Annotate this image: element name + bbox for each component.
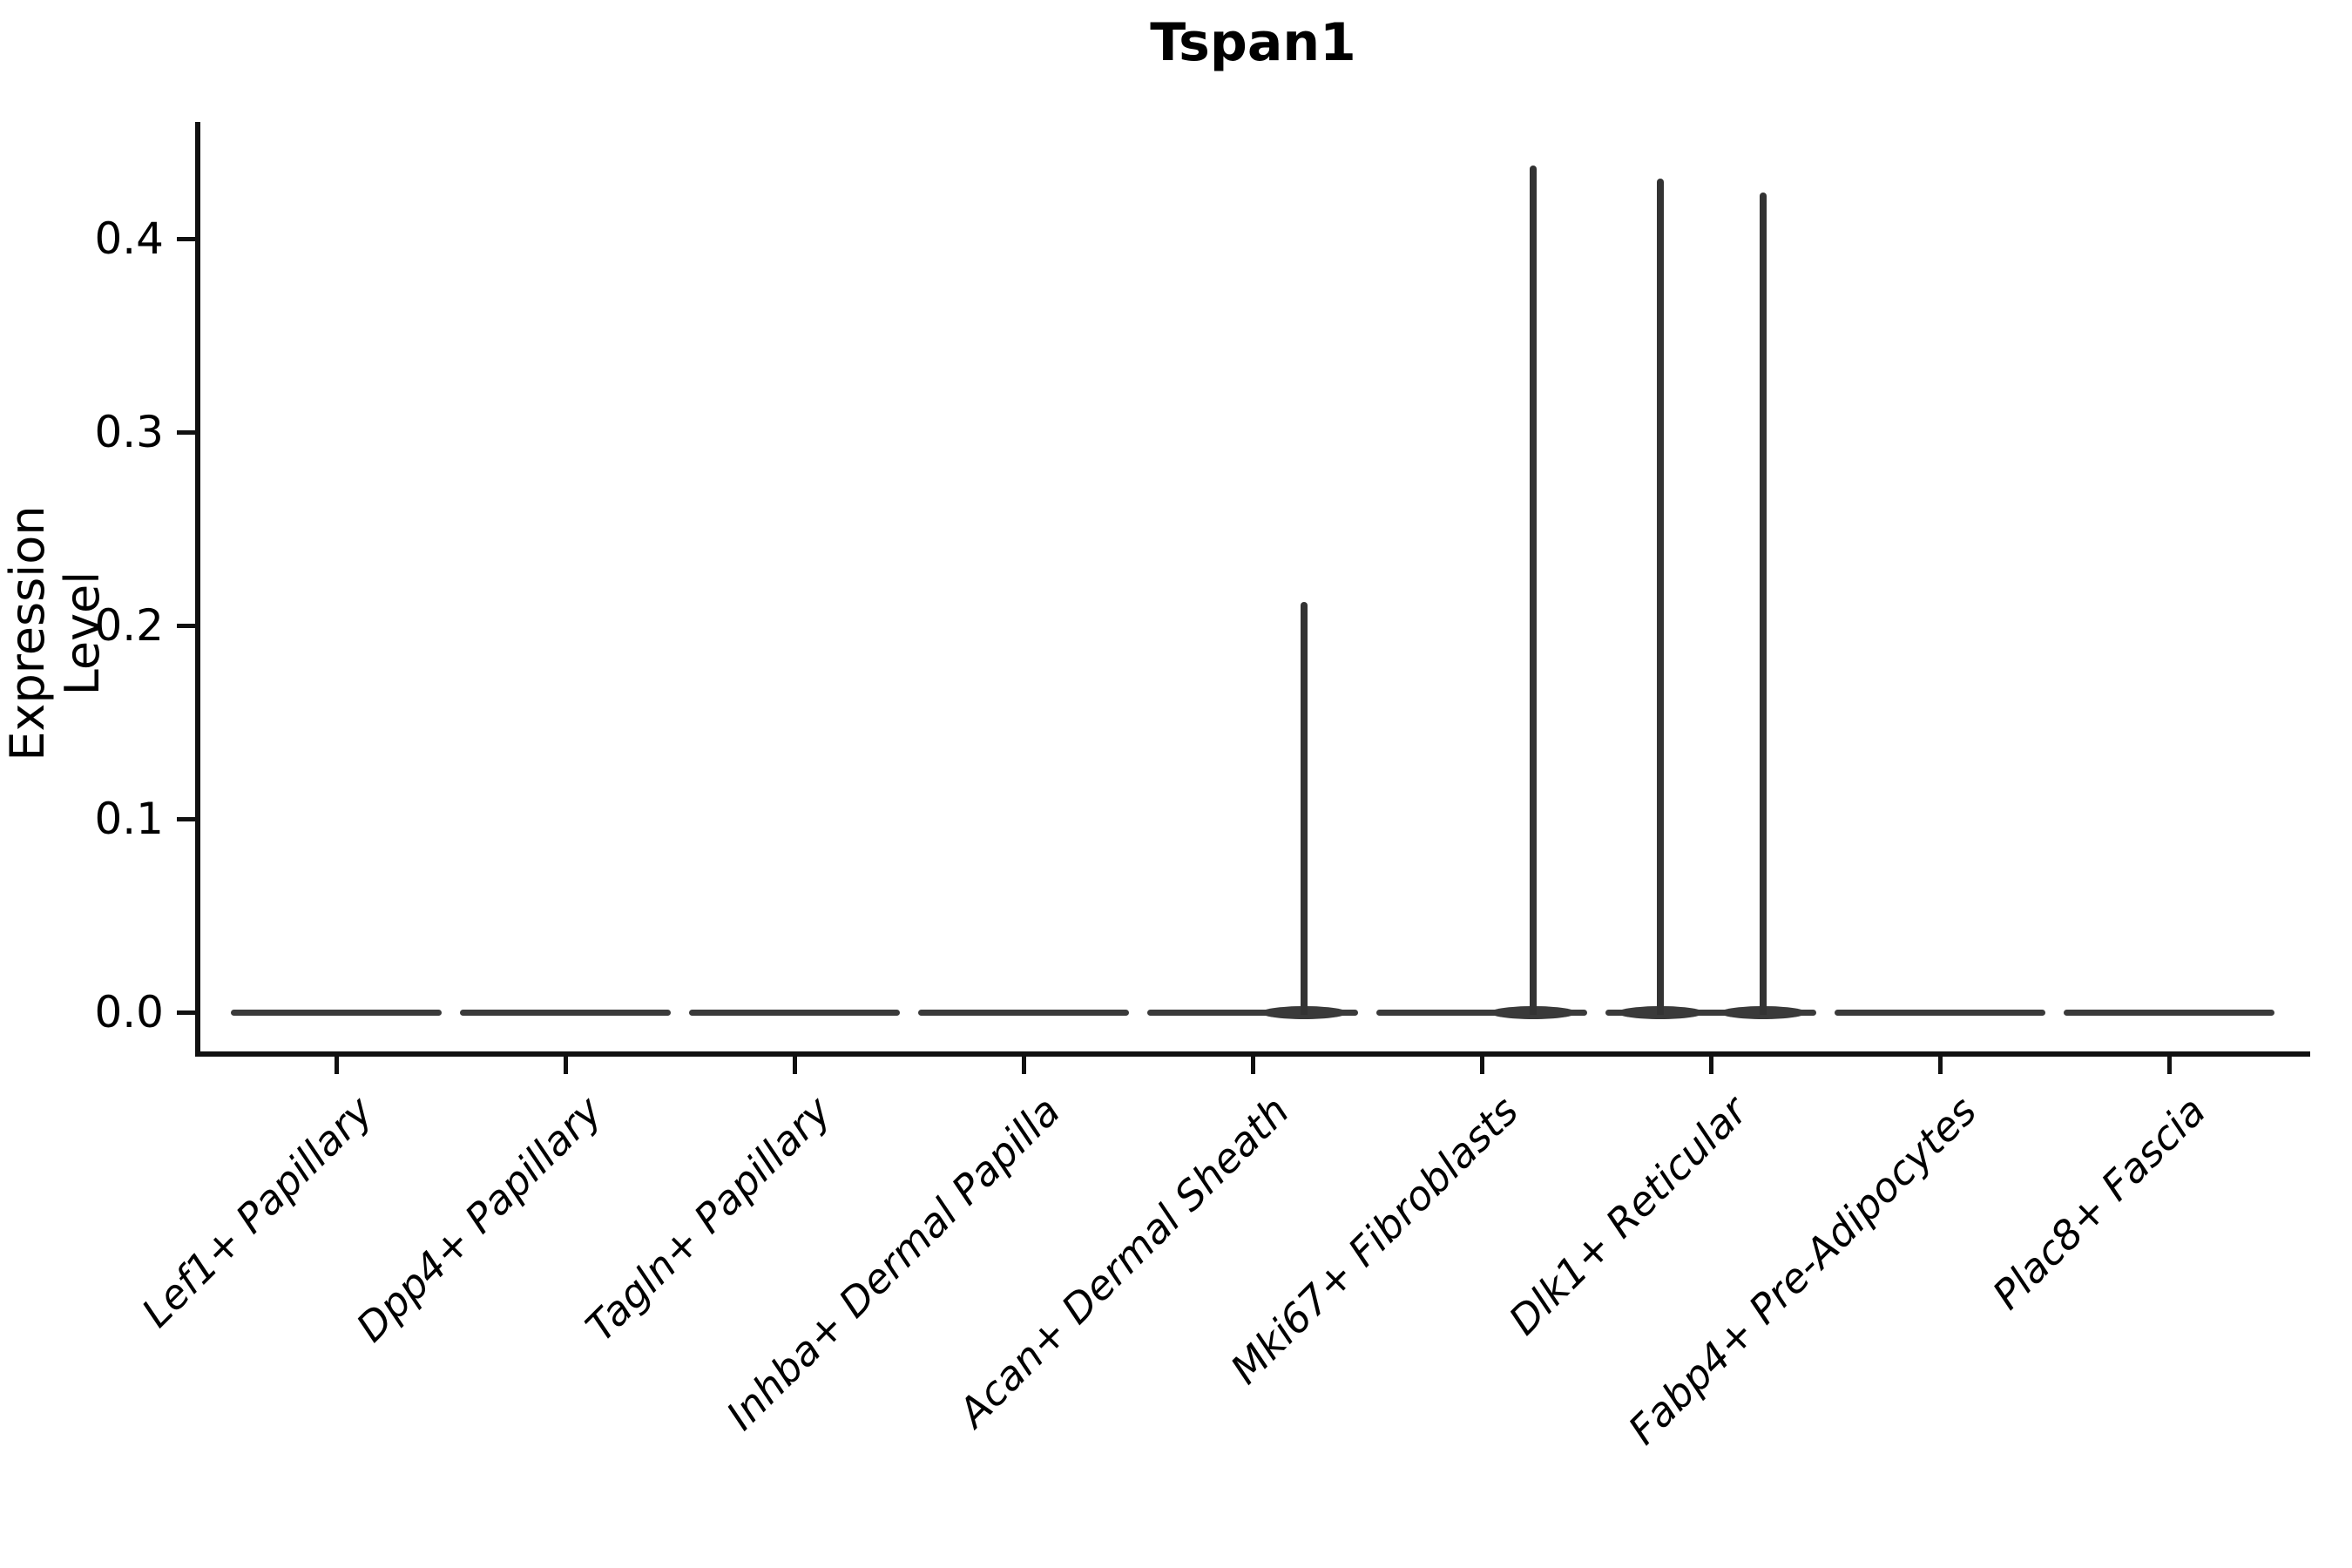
expression-spike [1301,602,1308,1015]
x-tick [1937,1057,1943,1074]
violin-flat-line [689,1009,900,1016]
x-tick [2166,1057,2172,1074]
x-tick [334,1057,339,1074]
plot-title: Tspan1 [1150,12,1356,73]
y-tick [177,1010,196,1015]
y-tick [177,429,196,435]
x-tick-label: Lef1+ Papillary [132,1087,382,1336]
x-tick [1021,1057,1026,1074]
violin-flat-line [918,1009,1129,1016]
x-tick-label: Plac8+ Fascia [1983,1087,2215,1319]
y-tick [177,623,196,628]
x-axis-spine [195,1051,2310,1057]
x-tick [1479,1057,1484,1074]
x-tick [1250,1057,1255,1074]
y-tick [177,816,196,821]
expression-spike [1657,179,1664,1015]
x-tick-label: Dlk1+ Reticular [1499,1087,1757,1344]
x-tick [792,1057,797,1074]
y-tick-label: 0.2 [94,600,164,651]
expression-spike [1530,165,1537,1015]
y-axis-spine [195,122,200,1057]
y-tick-label: 0.0 [94,987,164,1037]
violin-flat-line [1605,1009,1816,1016]
y-tick [177,236,196,241]
y-tick-label: 0.4 [94,213,164,264]
expression-spike [1760,192,1767,1015]
x-tick [1708,1057,1713,1074]
y-tick-label: 0.3 [94,407,164,457]
x-tick-label: Dpp4+ Papillary [347,1087,612,1351]
x-tick-label: Tagln+ Papillary [576,1087,841,1351]
violin-flat-line [460,1009,671,1016]
y-tick-label: 0.1 [94,794,164,844]
violin-flat-line [1147,1009,1358,1016]
violin-flat-line [1376,1009,1587,1016]
violin-flat-line [1835,1009,2045,1016]
violin-flat-line [2064,1009,2274,1016]
x-tick [563,1057,568,1074]
violin-flat-line [231,1009,442,1016]
